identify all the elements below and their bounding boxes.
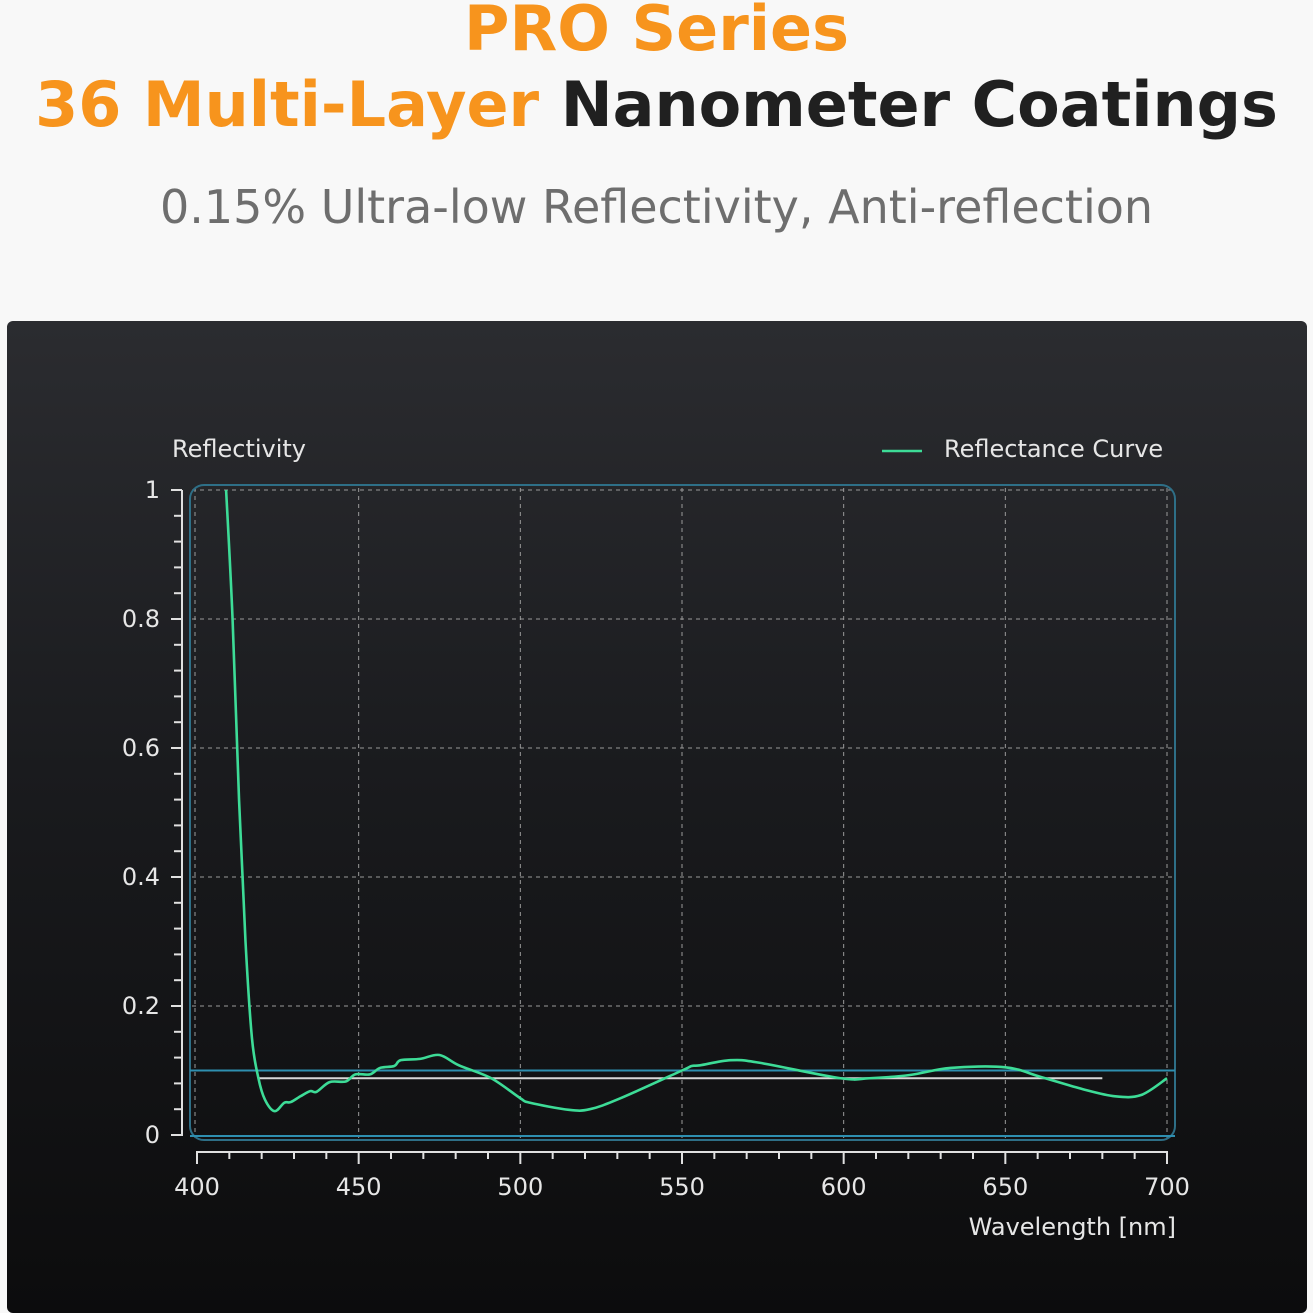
reflectance-curve (224, 489, 1168, 1113)
y-tick-label: 0.4 (122, 863, 160, 891)
x-tick-label: 700 (1144, 1173, 1190, 1201)
plot-frame (189, 484, 1176, 1141)
subtitle: 0.15% Ultra-low Reflectivity, Anti-refle… (159, 180, 1154, 234)
y-tick-label: 0.2 (122, 992, 160, 1020)
grid (192, 488, 1175, 1138)
x-tick-label: 450 (336, 1173, 382, 1201)
y-tick-label: 0.6 (122, 734, 160, 762)
x-axis-label: Wavelength [nm] (969, 1213, 1176, 1241)
y-tick-label: 0 (145, 1121, 160, 1149)
x-tick-label: 500 (497, 1173, 543, 1201)
axes: 0 0.2 0.4 0.6 0.8 1 400 450 500 550 600 650 700 (122, 476, 1190, 1201)
chart-panel (7, 321, 1307, 1313)
legend-label: Reflectance Curve (944, 435, 1163, 463)
title-line-2: 36 Multi-Layer Nanometer Coatings (0, 68, 1313, 141)
x-tick-label: 400 (174, 1173, 220, 1201)
legend: Reflectance Curve (882, 435, 1163, 463)
x-tick-label: 650 (982, 1173, 1028, 1201)
title-line-1: PRO Series (464, 0, 849, 65)
y-tick-label: 1 (145, 476, 160, 504)
x-tick-label: 600 (821, 1173, 867, 1201)
y-axis-label: Reflectivity (172, 435, 306, 463)
title-rest: Nanometer Coatings (560, 68, 1278, 141)
y-tick-label: 0.8 (122, 605, 160, 633)
title-accent: 36 Multi-Layer (35, 68, 540, 141)
x-tick-label: 550 (659, 1173, 705, 1201)
